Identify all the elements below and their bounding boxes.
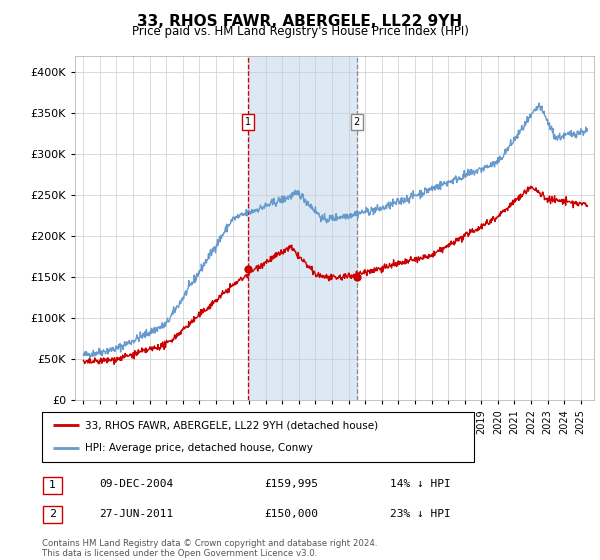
Text: 33, RHOS FAWR, ABERGELE, LL22 9YH: 33, RHOS FAWR, ABERGELE, LL22 9YH [137,14,463,29]
Bar [248,56,357,400]
Text: 1: 1 [245,116,251,127]
Text: 2: 2 [49,510,56,519]
Text: 27-JUN-2011: 27-JUN-2011 [99,508,173,519]
Text: 33, RHOS FAWR, ABERGELE, LL22 9YH (detached house): 33, RHOS FAWR, ABERGELE, LL22 9YH (detac… [85,420,379,430]
Text: 23% ↓ HPI: 23% ↓ HPI [390,508,451,519]
Text: 2: 2 [353,116,360,127]
Text: £150,000: £150,000 [264,508,318,519]
Text: 1: 1 [49,480,56,490]
Text: £159,995: £159,995 [264,479,318,489]
Text: HPI: Average price, detached house, Conwy: HPI: Average price, detached house, Conw… [85,444,313,454]
Text: Price paid vs. HM Land Registry's House Price Index (HPI): Price paid vs. HM Land Registry's House … [131,25,469,38]
Text: Contains HM Land Registry data © Crown copyright and database right 2024.
This d: Contains HM Land Registry data © Crown c… [42,539,377,558]
Text: 14% ↓ HPI: 14% ↓ HPI [390,479,451,489]
Text: 09-DEC-2004: 09-DEC-2004 [99,479,173,489]
